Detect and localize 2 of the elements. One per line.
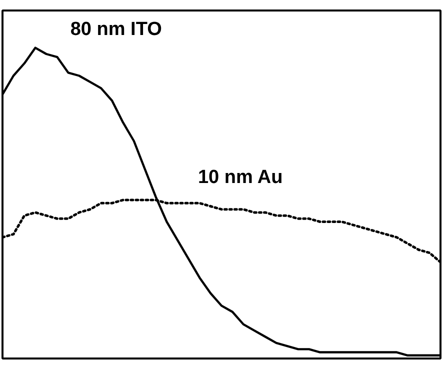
series-label: 10 nm Au	[198, 167, 283, 188]
series-label: 80 nm ITO	[70, 18, 162, 40]
